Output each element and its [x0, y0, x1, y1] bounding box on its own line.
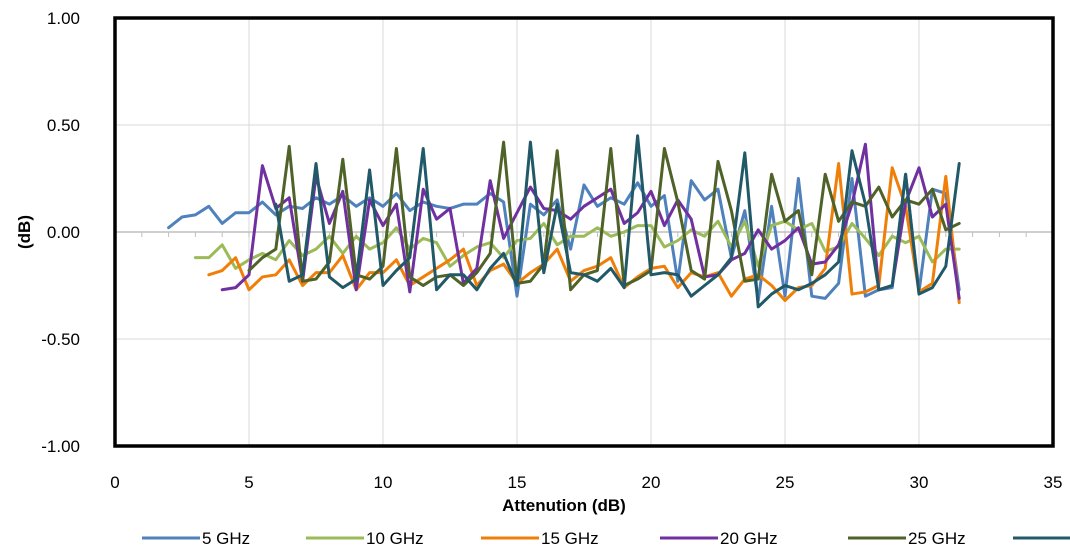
- x-tick-label: 0: [110, 473, 119, 492]
- legend-label: 10 GHz: [366, 529, 424, 548]
- legend-label: 15 GHz: [541, 529, 599, 548]
- y-axis-label: (dB): [15, 215, 34, 249]
- legend-item: 20 GHz: [660, 529, 778, 548]
- y-tick-label: 0.00: [47, 223, 80, 242]
- legend-item: 30 GHz: [1013, 536, 1070, 540]
- tick-layer: 0 5 10 15 20 25 30 35 1.00 0.50 0.00 -0.50 -1.00: [41, 9, 1062, 492]
- legend-item: 15 GHz: [481, 529, 599, 548]
- legend-label: 5 GHz: [202, 529, 250, 548]
- y-tick-label: -1.00: [41, 437, 80, 456]
- legend-item: 10 GHz: [306, 529, 424, 548]
- x-tick-label: 15: [508, 473, 527, 492]
- series-line-3: [207, 162, 961, 305]
- legend-label: 25 GHz: [908, 529, 966, 548]
- legend-item: 5 GHz: [142, 529, 250, 548]
- series-line-6: [274, 134, 961, 309]
- x-tick-label: 25: [776, 473, 795, 492]
- x-tick-label: 10: [374, 473, 393, 492]
- y-tick-label: -0.50: [41, 330, 80, 349]
- y-tick-label: 0.50: [47, 116, 80, 135]
- series-line-4: [220, 142, 961, 300]
- series-line-2: [193, 219, 961, 270]
- x-tick-label: 5: [244, 473, 253, 492]
- y-tick-label: 1.00: [47, 9, 80, 28]
- legend-label: 20 GHz: [720, 529, 778, 548]
- plot-border: [113, 16, 1055, 448]
- label-layer: (dB) Attenution (dB): [15, 215, 626, 515]
- x-tick-label: 30: [910, 473, 929, 492]
- x-tick-label: 35: [1044, 473, 1063, 492]
- x-tick-label: 20: [642, 473, 661, 492]
- x-axis-label: Attenution (dB): [502, 496, 626, 515]
- series-line-5: [247, 140, 961, 292]
- legend: 5 GHz 10 GHz 15 GHz 20 GHz 25 GHz 30 GHz: [142, 529, 1070, 548]
- series-layer: [167, 134, 961, 309]
- legend-item: 25 GHz: [848, 529, 966, 548]
